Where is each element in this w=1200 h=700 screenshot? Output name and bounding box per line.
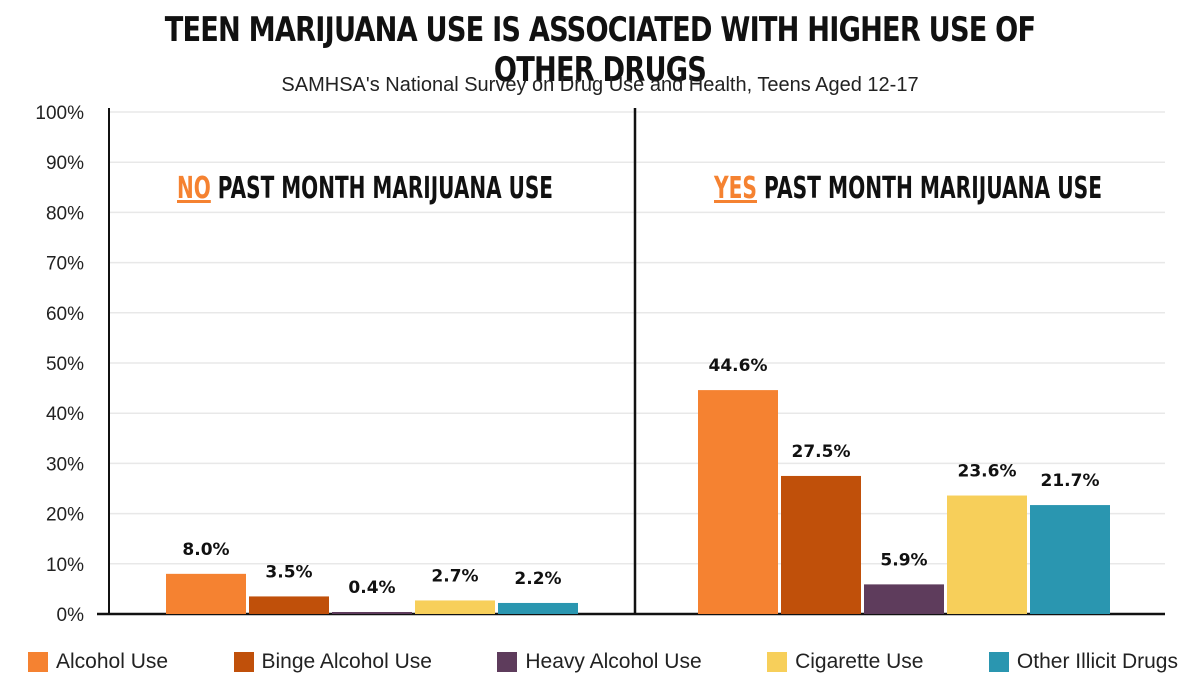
legend-item: Heavy Alcohol Use [497,650,701,674]
data-label: 2.2% [514,569,561,589]
data-label: 0.4% [348,578,395,598]
data-label: 44.6% [709,356,768,376]
legend-item: Alcohol Use [28,650,168,674]
bar-chart: 0% 10% 20% 30% 40% 50% 60% 70% 80% 90% 100% NO PAST… [0,0,1200,640]
legend-label: Heavy Alcohol Use [525,650,701,674]
y-tick-label: 10% [46,555,84,576]
y-tick-label: 70% [46,254,84,275]
data-label: 2.7% [431,566,478,586]
data-label: 5.9% [880,550,927,570]
data-label: 23.6% [958,462,1017,482]
legend-swatch [234,652,254,672]
y-tick-label: 50% [46,354,84,375]
y-tick-label: 0% [57,605,85,626]
bar [947,496,1027,614]
data-label: 8.0% [182,540,229,560]
legend-label: Alcohol Use [56,650,168,674]
y-tick-label: 100% [35,103,84,124]
panel-title-highlight: NO [177,171,211,206]
legend-label: Binge Alcohol Use [262,650,432,674]
bar [166,574,246,614]
bar [864,584,944,614]
data-label: 3.5% [265,562,312,582]
y-tick-label: 30% [46,454,84,475]
panel-title: NO PAST MONTH MARIJUANA USE [177,171,553,206]
data-label: 27.5% [792,442,851,462]
y-tick-label: 80% [46,203,84,224]
legend-label: Cigarette Use [795,650,923,674]
legend-item: Binge Alcohol Use [234,650,432,674]
legend-swatch [28,652,48,672]
bar [498,603,578,614]
bar [415,600,495,614]
panel-title-highlight: YES [713,171,757,206]
y-tick-label: 40% [46,404,84,425]
panel-title-text: PAST MONTH MARIJUANA USE [757,171,1102,206]
legend-item: Other Illicit Drugs [989,650,1178,674]
panel-title-text: PAST MONTH MARIJUANA USE [211,171,553,206]
bar [698,390,778,614]
legend-swatch [497,652,517,672]
legend-label: Other Illicit Drugs [1017,650,1178,674]
y-tick-label: 60% [46,304,84,325]
bar [332,612,412,614]
panel-title: YES PAST MONTH MARIJUANA USE [713,171,1102,206]
legend-swatch [989,652,1009,672]
legend-item: Cigarette Use [767,650,923,674]
data-label: 21.7% [1041,471,1100,491]
y-tick-label: 20% [46,505,84,526]
bar [249,596,329,614]
bar [781,476,861,614]
legend: Alcohol Use Binge Alcohol Use Heavy Alcoho… [28,650,1178,674]
y-tick-label: 90% [46,153,84,174]
bar [1030,505,1110,614]
legend-swatch [767,652,787,672]
